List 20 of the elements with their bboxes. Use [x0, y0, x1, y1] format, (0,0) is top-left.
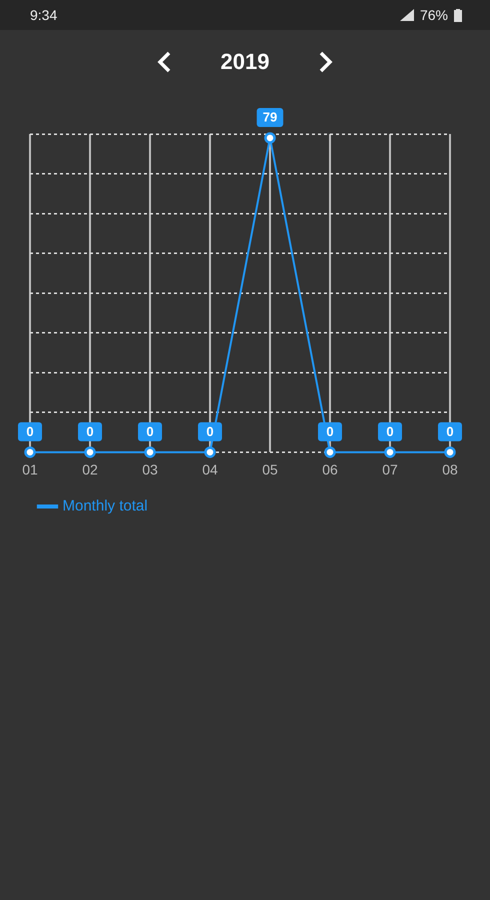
- x-tick-label: 06: [322, 461, 338, 478]
- x-tick-label: 05: [262, 461, 278, 478]
- text: 9:34: [30, 7, 58, 23]
- data-label: 0: [446, 424, 454, 439]
- data-label: 0: [386, 424, 394, 439]
- data-label: 0: [26, 424, 34, 439]
- data-label: 0: [86, 424, 94, 439]
- x-tick-label: 01: [22, 461, 38, 478]
- data-label: 0: [146, 424, 154, 439]
- legend-label: Monthly total: [62, 498, 148, 515]
- x-tick-label: 03: [142, 461, 158, 478]
- x-tick-label: 07: [382, 461, 398, 478]
- data-label: 79: [262, 110, 278, 125]
- text: 76%: [420, 7, 448, 23]
- x-tick-label: 04: [202, 461, 218, 478]
- data-label: 0: [326, 424, 334, 439]
- data-label: 0: [206, 424, 214, 439]
- chart-title: 2019: [220, 49, 270, 75]
- x-tick-label: 02: [82, 461, 98, 478]
- x-tick-label: 08: [442, 461, 458, 478]
